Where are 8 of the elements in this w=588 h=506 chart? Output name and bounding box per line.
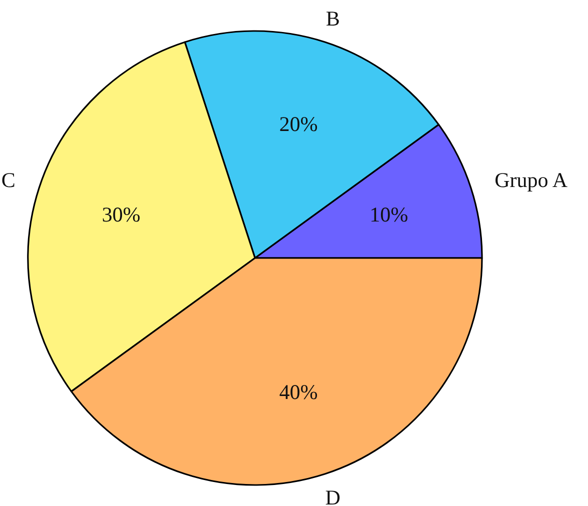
slice-label: D [325,486,340,506]
data-label: 40% [279,380,318,404]
slice-label: C [1,168,16,192]
data-label: 10% [370,202,408,227]
data-label: 30% [102,202,140,227]
slice-label: Grupo A [494,168,568,192]
data-label: 20% [279,112,318,136]
slice-label: B [326,6,340,30]
